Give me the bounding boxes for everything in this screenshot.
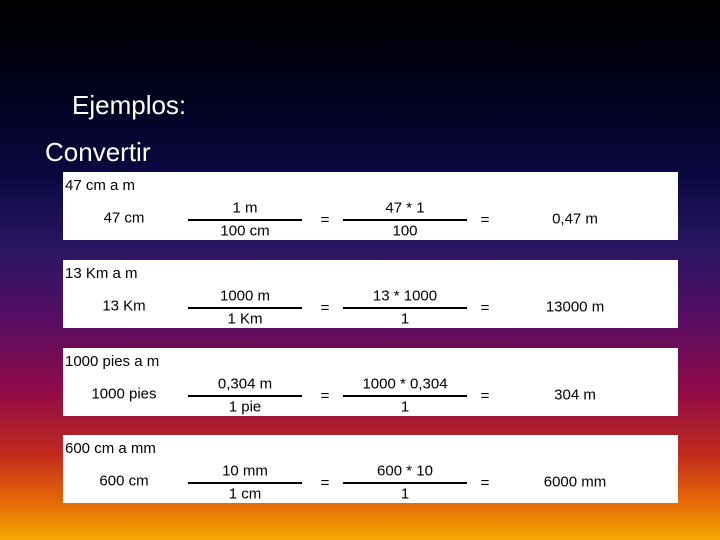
subtitle: Convertir <box>45 137 151 167</box>
fraction-line <box>188 219 302 221</box>
fraction-line <box>188 482 302 484</box>
example-box <box>63 260 678 328</box>
quantity: 1000 pies <box>91 385 157 403</box>
equals: = <box>480 211 490 229</box>
quantity: 600 cm <box>99 472 149 490</box>
example-box <box>63 348 678 416</box>
example-heading: 1000 pies a m <box>65 353 160 370</box>
result: 304 m <box>554 386 596 404</box>
expression-denominator: 100 <box>392 222 418 240</box>
factor-numerator: 1000 m <box>219 287 271 305</box>
equals: = <box>320 474 330 492</box>
factor-denominator: 1 cm <box>228 485 262 503</box>
expression-denominator: 1 <box>400 398 410 416</box>
result: 6000 mm <box>543 473 607 491</box>
equals: = <box>480 299 490 317</box>
factor-numerator: 10 mm <box>222 462 268 480</box>
equals: = <box>480 387 490 405</box>
factor-denominator: 1 pie <box>228 398 262 416</box>
quantity: 47 cm <box>103 209 145 227</box>
equals: = <box>320 211 330 229</box>
example-box <box>63 172 678 240</box>
fraction-line <box>343 307 467 309</box>
result: 0,47 m <box>552 210 598 228</box>
expression-numerator: 1000 * 0,304 <box>362 375 448 393</box>
fraction-line <box>343 395 467 397</box>
fraction-line <box>188 395 302 397</box>
example-box <box>63 435 678 503</box>
expression-numerator: 13 * 1000 <box>372 287 438 305</box>
example-heading: 600 cm a mm <box>65 440 156 457</box>
fraction-line <box>343 482 467 484</box>
factor-denominator: 100 cm <box>220 222 270 240</box>
expression-numerator: 47 * 1 <box>385 199 425 217</box>
result: 13000 m <box>545 298 605 316</box>
expression-denominator: 1 <box>400 485 410 503</box>
example-heading: 47 cm a m <box>65 177 136 194</box>
quantity: 13 Km <box>102 297 146 315</box>
factor-denominator: 1 Km <box>227 310 263 328</box>
equals: = <box>320 387 330 405</box>
equals: = <box>480 474 490 492</box>
title: Ejemplos: <box>72 90 187 120</box>
fraction-line <box>188 307 302 309</box>
fraction-line <box>343 219 467 221</box>
factor-numerator: 0,304 m <box>217 375 273 393</box>
equals: = <box>320 299 330 317</box>
expression-denominator: 1 <box>400 310 410 328</box>
factor-numerator: 1 m <box>232 199 258 217</box>
example-heading: 13 Km a m <box>65 265 138 282</box>
expression-numerator: 600 * 10 <box>377 462 433 480</box>
